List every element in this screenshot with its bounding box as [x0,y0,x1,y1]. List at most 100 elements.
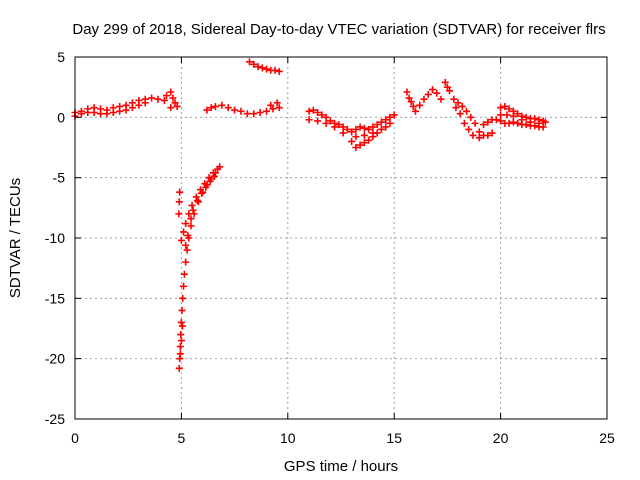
data-point [514,110,522,118]
data-point [437,95,445,103]
data-point [188,201,196,209]
data-point [163,92,171,100]
data-point [275,104,283,112]
data-point [109,109,117,117]
data-point [90,109,98,117]
data-point [373,121,381,129]
data-point [201,180,209,188]
data-point [318,111,326,119]
data-point [501,102,509,110]
data-point [206,177,214,185]
data-point [382,116,390,124]
x-tick-label: 5 [178,430,186,446]
data-point [360,139,368,147]
series-segment-1 [71,94,168,120]
x-tick-label: 10 [280,430,296,446]
data-point [175,198,183,206]
data-point [269,105,277,113]
data-point [243,110,251,118]
data-point [271,66,279,74]
data-point [197,186,205,194]
data-point [198,189,206,197]
data-point [176,350,184,358]
data-point [497,117,505,125]
data-point [503,111,511,119]
data-point [77,110,85,118]
data-point [403,88,411,96]
data-point [97,110,105,118]
data-point [177,236,185,244]
data-point [187,215,195,223]
data-point [179,294,187,302]
data-point [116,107,124,115]
data-point [209,169,217,177]
data-point [305,116,313,124]
data-point [178,306,186,314]
data-point [267,101,275,109]
data-point [322,119,330,127]
data-point [535,119,543,127]
data-point [352,144,360,151]
data-point [322,113,330,121]
data-point [509,112,517,120]
data-point [128,104,136,112]
y-tick-label: -10 [45,230,65,246]
series-segment-2 [163,88,181,112]
data-point [416,101,424,109]
data-point [237,107,245,115]
data-point [185,210,193,218]
data-point [176,343,184,351]
data-point [314,117,322,125]
data-point [263,107,271,115]
data-point [467,113,475,121]
data-point [452,104,460,112]
data-point [541,118,549,126]
data-point [409,102,417,110]
data-point [207,104,215,112]
data-point [343,125,351,133]
data-point [177,337,185,345]
data-point [360,124,368,132]
data-point [202,183,210,191]
x-tick-label: 25 [599,430,615,446]
y-tick-label: 5 [57,49,65,65]
data-point [377,118,385,126]
data-point [141,99,149,107]
data-point [505,119,513,127]
data-point [176,188,184,196]
data-point [182,241,190,249]
data-point [256,109,264,117]
data-point [171,99,179,107]
data-point [463,107,471,115]
data-point [369,129,377,137]
data-point [484,118,492,126]
data-point [446,87,454,95]
data-point [135,101,143,109]
data-point [250,110,258,118]
data-point [497,104,505,112]
x-axis-title: GPS time / hours [284,458,398,475]
data-point [189,206,197,214]
y-tick-label: -15 [45,290,65,306]
data-point [180,270,188,278]
data-point [273,99,281,107]
tick-layer: 0 5 10 15 20 25 -25 -20 -15 -10 -5 0 5 [45,49,615,446]
series-segment-3 [203,99,283,118]
data-point [433,89,441,97]
data-point [356,141,364,149]
data-point [203,106,211,114]
data-point [84,109,92,117]
data-point [192,193,200,201]
x-tick-label: 0 [71,430,79,446]
data-point [173,102,181,110]
data-point [160,96,168,104]
x-tick-label: 20 [493,430,509,446]
data-point [465,125,473,133]
data-point [484,131,492,139]
data-point [488,129,496,137]
data-point [407,98,415,106]
data-point [526,118,534,126]
data-point [258,64,266,72]
